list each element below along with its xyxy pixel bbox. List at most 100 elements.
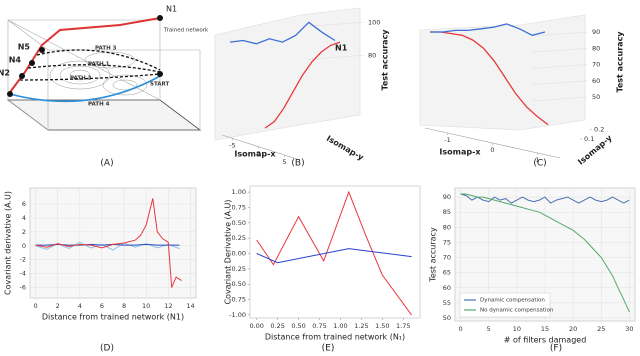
y-axis-label: Isomap-y xyxy=(576,133,614,167)
y-axis-label: Test accuracy xyxy=(429,227,438,283)
x-tick-label: 0 xyxy=(490,146,494,154)
x-axis-label: # of filters damaged xyxy=(504,336,587,345)
y-tick-label: 2 xyxy=(22,228,26,236)
plot-area xyxy=(249,185,421,319)
y-tick-label: 0.25 xyxy=(232,234,246,242)
y-tick-label: -0.25 xyxy=(229,265,246,273)
x-tick-label: 8 xyxy=(122,302,126,310)
x-tick-label: 12 xyxy=(164,302,172,310)
legend-label: No dynamic compensation xyxy=(480,308,554,314)
x-tick-label: 1.75 xyxy=(396,322,410,330)
contours xyxy=(49,51,148,96)
y-tick-label: 0.75 xyxy=(232,203,246,211)
x-tick-label: 10 xyxy=(142,302,150,310)
y-tick-label: 60 xyxy=(443,284,451,292)
path-label: PATH 1 xyxy=(88,62,110,68)
annotation: N1 xyxy=(335,44,348,53)
x-axis-label: Distance from trained network (N1) xyxy=(42,313,184,322)
x-tick-label: 15 xyxy=(541,325,549,333)
x-tick-label: 6 xyxy=(100,302,104,310)
x-tick-label: 5 xyxy=(282,158,286,166)
path-line-blue xyxy=(9,75,161,103)
node-dots xyxy=(7,15,163,97)
node-label: N4 xyxy=(9,56,22,65)
y-tick-label: 0 xyxy=(22,242,26,250)
y-tick-label: 55 xyxy=(443,299,451,307)
z-tick-label: 50 xyxy=(592,93,600,101)
y-tick-label: -1.00 xyxy=(229,311,246,319)
x-axis-label: Isomap-x xyxy=(234,150,276,159)
x-tick-label: 5 xyxy=(487,325,491,333)
series-line xyxy=(460,193,630,313)
y-axis-label: Covariant derivative (A.U) xyxy=(4,191,13,295)
panel-a xyxy=(6,15,202,131)
x-axis xyxy=(221,134,301,161)
series-line xyxy=(430,23,546,36)
y-axis-label: Isomap-y xyxy=(325,134,366,163)
z-axis-label: Test accuracy xyxy=(381,29,390,91)
path-label: PATH 4 xyxy=(88,102,110,108)
series-line xyxy=(229,21,336,45)
x-tick-label: -1 xyxy=(444,136,450,144)
legend-box xyxy=(459,292,551,318)
caption: (F) xyxy=(550,344,562,354)
series-line xyxy=(256,248,412,264)
x-tick-label: 0 xyxy=(256,150,260,158)
z-tick-label: 70 xyxy=(592,61,600,69)
grid-line xyxy=(307,22,365,27)
x-tick-label: 1.50 xyxy=(375,322,389,330)
y-tick-label: 0.50 xyxy=(232,219,246,227)
path-line xyxy=(36,49,161,71)
grid-line xyxy=(531,31,589,37)
x-tick-label: 0.25 xyxy=(270,322,284,330)
grid-line xyxy=(531,64,589,69)
x-tick-label: 1.25 xyxy=(354,322,368,330)
wall xyxy=(7,19,49,131)
y-tick-label: -6 xyxy=(20,284,26,292)
red-path xyxy=(7,17,161,96)
y-tick-label: 4 xyxy=(22,214,26,222)
pane xyxy=(214,7,361,141)
series-line xyxy=(35,198,182,288)
z-axis-label: Test accuracy xyxy=(616,31,625,93)
x-tick-label: -5 xyxy=(229,141,235,149)
y-tick-label: 1.00 xyxy=(232,188,246,196)
y-tick-label: -4 xyxy=(20,270,26,278)
path-line xyxy=(19,73,161,81)
caption: (D) xyxy=(100,344,114,354)
grid-line xyxy=(531,80,589,85)
node-sublabel: Trained network xyxy=(163,28,209,34)
y-tick-label: 0.00 xyxy=(232,250,246,258)
x-tick-label: 4 xyxy=(78,302,82,310)
start-label: START xyxy=(150,82,170,88)
x-tick-label: 1 xyxy=(535,156,539,164)
path-line xyxy=(27,64,161,73)
y-tick-label: 0.1 xyxy=(584,135,594,143)
z-tick-label: 100 xyxy=(368,18,380,26)
x-tick-label: 20 xyxy=(569,325,577,333)
y-tick-label: 6 xyxy=(22,200,26,208)
z-tick-label: 60 xyxy=(592,77,600,85)
caption: (C) xyxy=(533,159,546,169)
y-tick-label: 65 xyxy=(443,269,451,277)
x-tick-label: 0.75 xyxy=(312,322,326,330)
x-tick-label: 0.00 xyxy=(249,322,263,330)
y-tick-label: 85 xyxy=(443,208,451,216)
y-tick-label: 70 xyxy=(443,254,451,262)
legend-label: Dynamic compensation xyxy=(480,298,545,304)
path-label: PATH 2 xyxy=(70,76,92,82)
path-label: PATH 3 xyxy=(95,46,117,52)
grid-line xyxy=(531,48,589,53)
caption: (A) xyxy=(100,159,113,169)
grid-line xyxy=(531,96,589,102)
x-tick-label: 0 xyxy=(459,325,463,333)
x-tick-label: 25 xyxy=(597,325,605,333)
caption: (B) xyxy=(291,159,304,169)
x-tick-label: 2 xyxy=(56,302,60,310)
x-axis-label: Distance from trained network (N₁) xyxy=(265,333,405,342)
x-tick-label: 10 xyxy=(513,325,521,333)
y-tick-label: 0.2 xyxy=(594,126,604,134)
y-tick-label: 50 xyxy=(443,314,451,322)
y-tick-label: -0.75 xyxy=(229,296,246,304)
